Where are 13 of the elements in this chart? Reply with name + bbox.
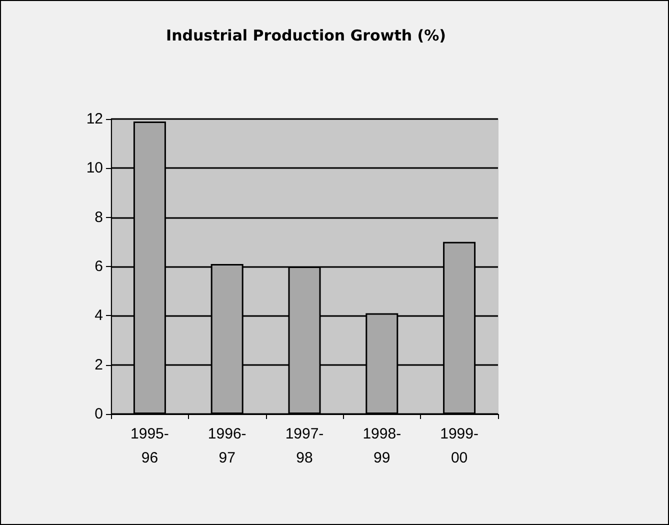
x-tick-label: 1999-00	[440, 426, 478, 466]
chart-title: Industrial Production Growth (%)	[166, 26, 446, 44]
y-tick-label: 4	[94, 307, 103, 324]
y-tick-label: 6	[94, 258, 103, 275]
x-tick-label: 1995-96	[130, 426, 169, 466]
x-tick-label: 1997-98	[285, 426, 324, 466]
y-tick-label: 8	[94, 208, 103, 226]
y-tick-label: 10	[86, 160, 103, 177]
y-tick-label: 0	[94, 406, 103, 422]
y-tick-label: 2	[94, 356, 103, 374]
x-tick-label: 1998-99	[362, 426, 402, 466]
x-tick-label: 1996-97	[208, 426, 246, 466]
y-tick-label: 12	[86, 110, 103, 128]
